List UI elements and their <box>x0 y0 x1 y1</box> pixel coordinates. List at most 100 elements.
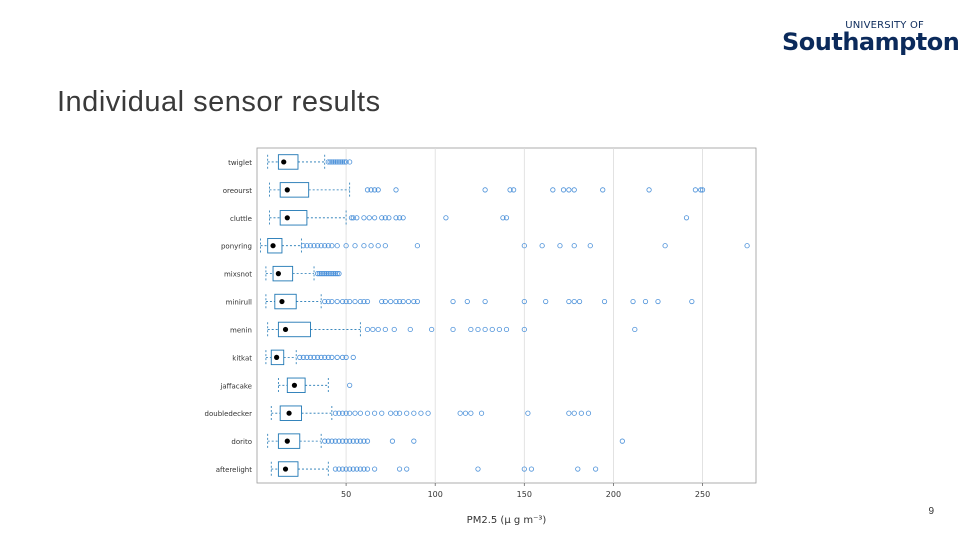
outlier-point <box>646 187 652 193</box>
outlier-point <box>336 271 342 277</box>
outlier-point <box>327 271 333 277</box>
outlier-point <box>507 187 513 193</box>
outlier-point <box>307 354 314 360</box>
outlier-point <box>341 159 347 165</box>
x-tick-label: 50 <box>341 490 351 499</box>
median-marker <box>270 243 276 249</box>
outlier-point <box>343 159 349 165</box>
outlier-point <box>372 215 378 221</box>
outlier-point <box>379 215 385 221</box>
outlier-point <box>322 354 328 360</box>
outlier-point <box>388 298 394 305</box>
outlier-point <box>571 410 577 416</box>
outlier-point <box>475 466 481 472</box>
median-marker <box>284 438 290 444</box>
outlier-point <box>350 215 356 221</box>
outlier-point <box>539 243 545 249</box>
outlier-point <box>329 159 335 165</box>
outlier-point <box>560 187 567 193</box>
outlier-point <box>575 466 581 472</box>
outlier-point <box>329 298 335 305</box>
outlier-point <box>343 298 349 305</box>
box-mixsnot <box>272 265 294 282</box>
outlier-point <box>571 298 577 305</box>
outlier-point <box>354 466 360 472</box>
outlier-point <box>744 243 750 249</box>
outlier-point <box>393 298 399 305</box>
outlier-point <box>352 410 358 416</box>
outlier-point <box>557 243 563 249</box>
outlier-point <box>364 438 371 444</box>
outlier-point <box>405 298 412 305</box>
outlier-point <box>366 215 372 221</box>
category-label-dorito: dorito <box>231 438 252 446</box>
outlier-point <box>297 354 303 360</box>
median-marker <box>286 410 292 416</box>
outlier-point <box>316 271 322 277</box>
outlier-point <box>320 271 326 277</box>
x-tick-label: 150 <box>517 490 532 499</box>
median-marker <box>284 215 290 221</box>
outlier-point <box>521 298 527 305</box>
boxplot-chart: 50 100 150 200 250 PM2.5 (μ g m⁻³) twiglet oreo… <box>205 147 757 526</box>
outlier-point <box>357 298 363 305</box>
outlier-point <box>318 271 324 277</box>
outlier-point <box>357 466 363 472</box>
outlier-point <box>329 438 335 444</box>
outlier-point <box>334 243 340 249</box>
outlier-point <box>327 159 333 165</box>
outlier-point <box>307 243 314 249</box>
outlier-point <box>343 466 349 472</box>
outlier-point <box>450 298 456 305</box>
outlier-point <box>332 159 339 165</box>
outlier-point <box>500 215 506 221</box>
university-logo: UNIVERSITY OF Southampton <box>770 18 960 58</box>
outlier-point <box>364 326 371 333</box>
outlier-point <box>379 298 385 305</box>
x-axis-label: PM2.5 (μ g m⁻³) <box>467 515 547 526</box>
outlier-point <box>396 215 403 221</box>
outlier-point <box>348 215 355 221</box>
outlier-point <box>503 215 510 221</box>
category-label-ponyring: ponyring <box>221 243 252 251</box>
outlier-point <box>347 298 353 305</box>
outlier-point <box>332 438 339 444</box>
outlier-point <box>375 187 381 193</box>
outlier-point <box>336 466 342 472</box>
outlier-point <box>375 326 381 333</box>
outlier-point <box>566 187 572 193</box>
outlier-point <box>464 298 470 305</box>
outlier-point <box>322 243 328 249</box>
outlier-point <box>357 438 363 444</box>
outlier-point <box>655 298 661 305</box>
outlier-point <box>372 410 378 416</box>
outlier-point <box>511 187 517 193</box>
outlier-point <box>364 466 371 472</box>
outlier-point <box>630 298 636 305</box>
outlier-point <box>578 410 584 416</box>
outlier-point <box>386 215 392 221</box>
outlier-point <box>689 298 695 305</box>
outlier-point <box>393 410 399 416</box>
outlier-point <box>411 438 417 444</box>
outlier-point <box>468 326 474 333</box>
outlier-point <box>683 215 690 221</box>
outlier-point <box>343 438 349 444</box>
outlier-point <box>329 243 335 249</box>
outlier-point <box>350 466 356 472</box>
outlier-point <box>332 271 339 277</box>
outlier-point <box>318 354 324 360</box>
outlier-point <box>300 354 306 360</box>
outlier-point <box>361 298 367 305</box>
outlier-point <box>311 354 317 360</box>
category-label-kitkat: kitkat <box>232 354 252 362</box>
outlier-point <box>525 410 531 416</box>
outlier-point <box>347 382 353 388</box>
outlier-point <box>339 354 346 360</box>
outlier-point <box>325 298 331 305</box>
outlier-point <box>457 410 463 416</box>
outlier-point <box>404 466 410 472</box>
median-marker <box>279 298 285 305</box>
outlier-point <box>372 466 378 472</box>
outlier-point <box>698 187 704 193</box>
